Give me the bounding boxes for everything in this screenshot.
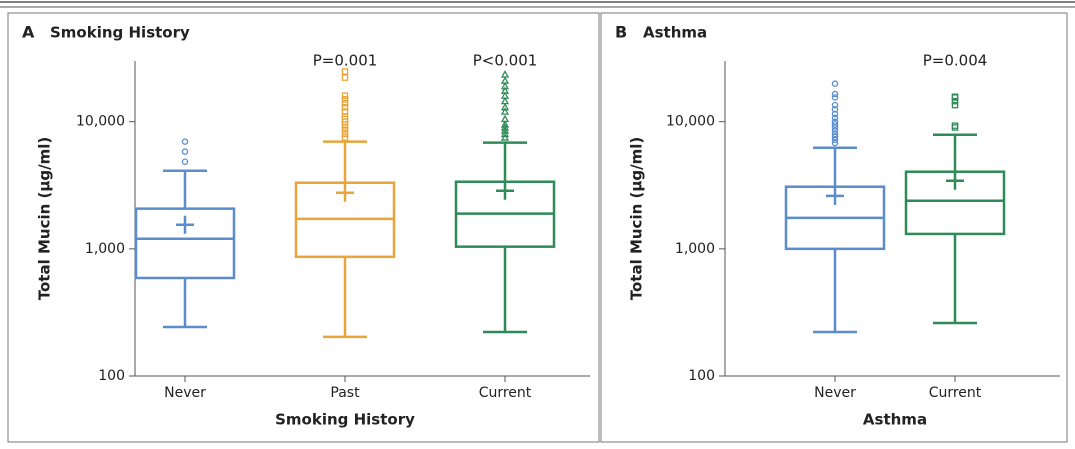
- outlier: [831, 80, 839, 87]
- outlier: [341, 103, 349, 111]
- outlier: [341, 99, 349, 107]
- p-value: P=0.001: [313, 52, 378, 70]
- mean-marker: [826, 186, 844, 205]
- mean-marker: [496, 181, 514, 200]
- y-tick-label: 1,000: [85, 241, 125, 257]
- outlier: [341, 96, 349, 103]
- outlier: [500, 114, 510, 123]
- y-tick-label: 10,000: [666, 114, 715, 130]
- outlier: [951, 101, 959, 109]
- panel-label: A: [22, 23, 35, 42]
- outlier: [831, 121, 839, 128]
- outlier: [500, 102, 510, 111]
- x-tick-label: Never: [814, 385, 856, 401]
- panel-title: Asthma: [643, 24, 707, 42]
- outlier: [500, 81, 510, 90]
- y-tick-label: 1,000: [675, 241, 715, 257]
- outlier: [951, 122, 959, 129]
- outlier: [500, 70, 510, 78]
- x-tick-label: Past: [330, 385, 360, 401]
- x-tick-label: Current: [479, 385, 532, 401]
- mean-marker: [946, 171, 964, 190]
- lower-whisker: [163, 277, 207, 329]
- outlier: [951, 93, 959, 101]
- outlier: [341, 130, 349, 138]
- upper-whisker: [163, 169, 207, 209]
- x-tick-label: Never: [164, 385, 206, 401]
- x-tick-label: Current: [929, 385, 982, 401]
- y-axis-label: Total Mucin (µg/ml): [36, 137, 54, 300]
- panel-title: Smoking History: [50, 24, 190, 42]
- mean-marker: [336, 183, 354, 202]
- panel-frame: [7, 12, 600, 443]
- outlier: [500, 133, 510, 141]
- outlier: [831, 133, 839, 141]
- outlier: [181, 148, 189, 155]
- lower-whisker: [483, 246, 527, 334]
- mean-marker: [176, 215, 194, 234]
- outlier: [831, 114, 839, 122]
- outlier: [951, 97, 959, 105]
- outlier: [341, 92, 349, 99]
- outlier: [341, 74, 349, 81]
- y-tick-label: 10,000: [76, 114, 125, 130]
- outlier: [341, 68, 349, 75]
- outlier: [500, 91, 510, 99]
- outlier: [831, 139, 839, 147]
- panel-label: B: [615, 23, 627, 42]
- upper-whisker: [483, 141, 527, 182]
- outlier: [181, 158, 189, 165]
- upper-whisker: [813, 146, 857, 187]
- y-tick-label: 100: [98, 368, 125, 384]
- outlier: [831, 130, 839, 138]
- outlier: [831, 118, 839, 125]
- outlier: [341, 108, 349, 115]
- x-axis-label: Asthma: [863, 411, 927, 429]
- outlier: [951, 124, 959, 131]
- outlier: [831, 127, 839, 134]
- y-axis-label: Total Mucin (µg/ml): [628, 137, 646, 300]
- y-tick-label: 100: [688, 368, 715, 384]
- box: [904, 170, 1006, 236]
- panel-frame: [600, 12, 1068, 443]
- outlier: [500, 120, 510, 128]
- outlier: [831, 90, 839, 98]
- outlier: [500, 76, 510, 84]
- lower-whisker: [323, 256, 367, 339]
- outlier: [831, 94, 839, 101]
- outlier: [831, 101, 839, 109]
- p-value: P<0.001: [473, 52, 538, 70]
- outlier: [500, 107, 510, 115]
- upper-whisker: [933, 133, 977, 172]
- upper-whisker: [323, 140, 367, 183]
- outlier: [341, 134, 349, 141]
- outlier: [500, 86, 510, 94]
- x-axis-label: Smoking History: [275, 411, 415, 429]
- outlier: [181, 138, 189, 145]
- lower-whisker: [813, 248, 857, 334]
- outlier: [831, 106, 839, 113]
- outlier: [500, 96, 510, 105]
- lower-whisker: [933, 233, 977, 325]
- p-value: P=0.004: [923, 52, 988, 70]
